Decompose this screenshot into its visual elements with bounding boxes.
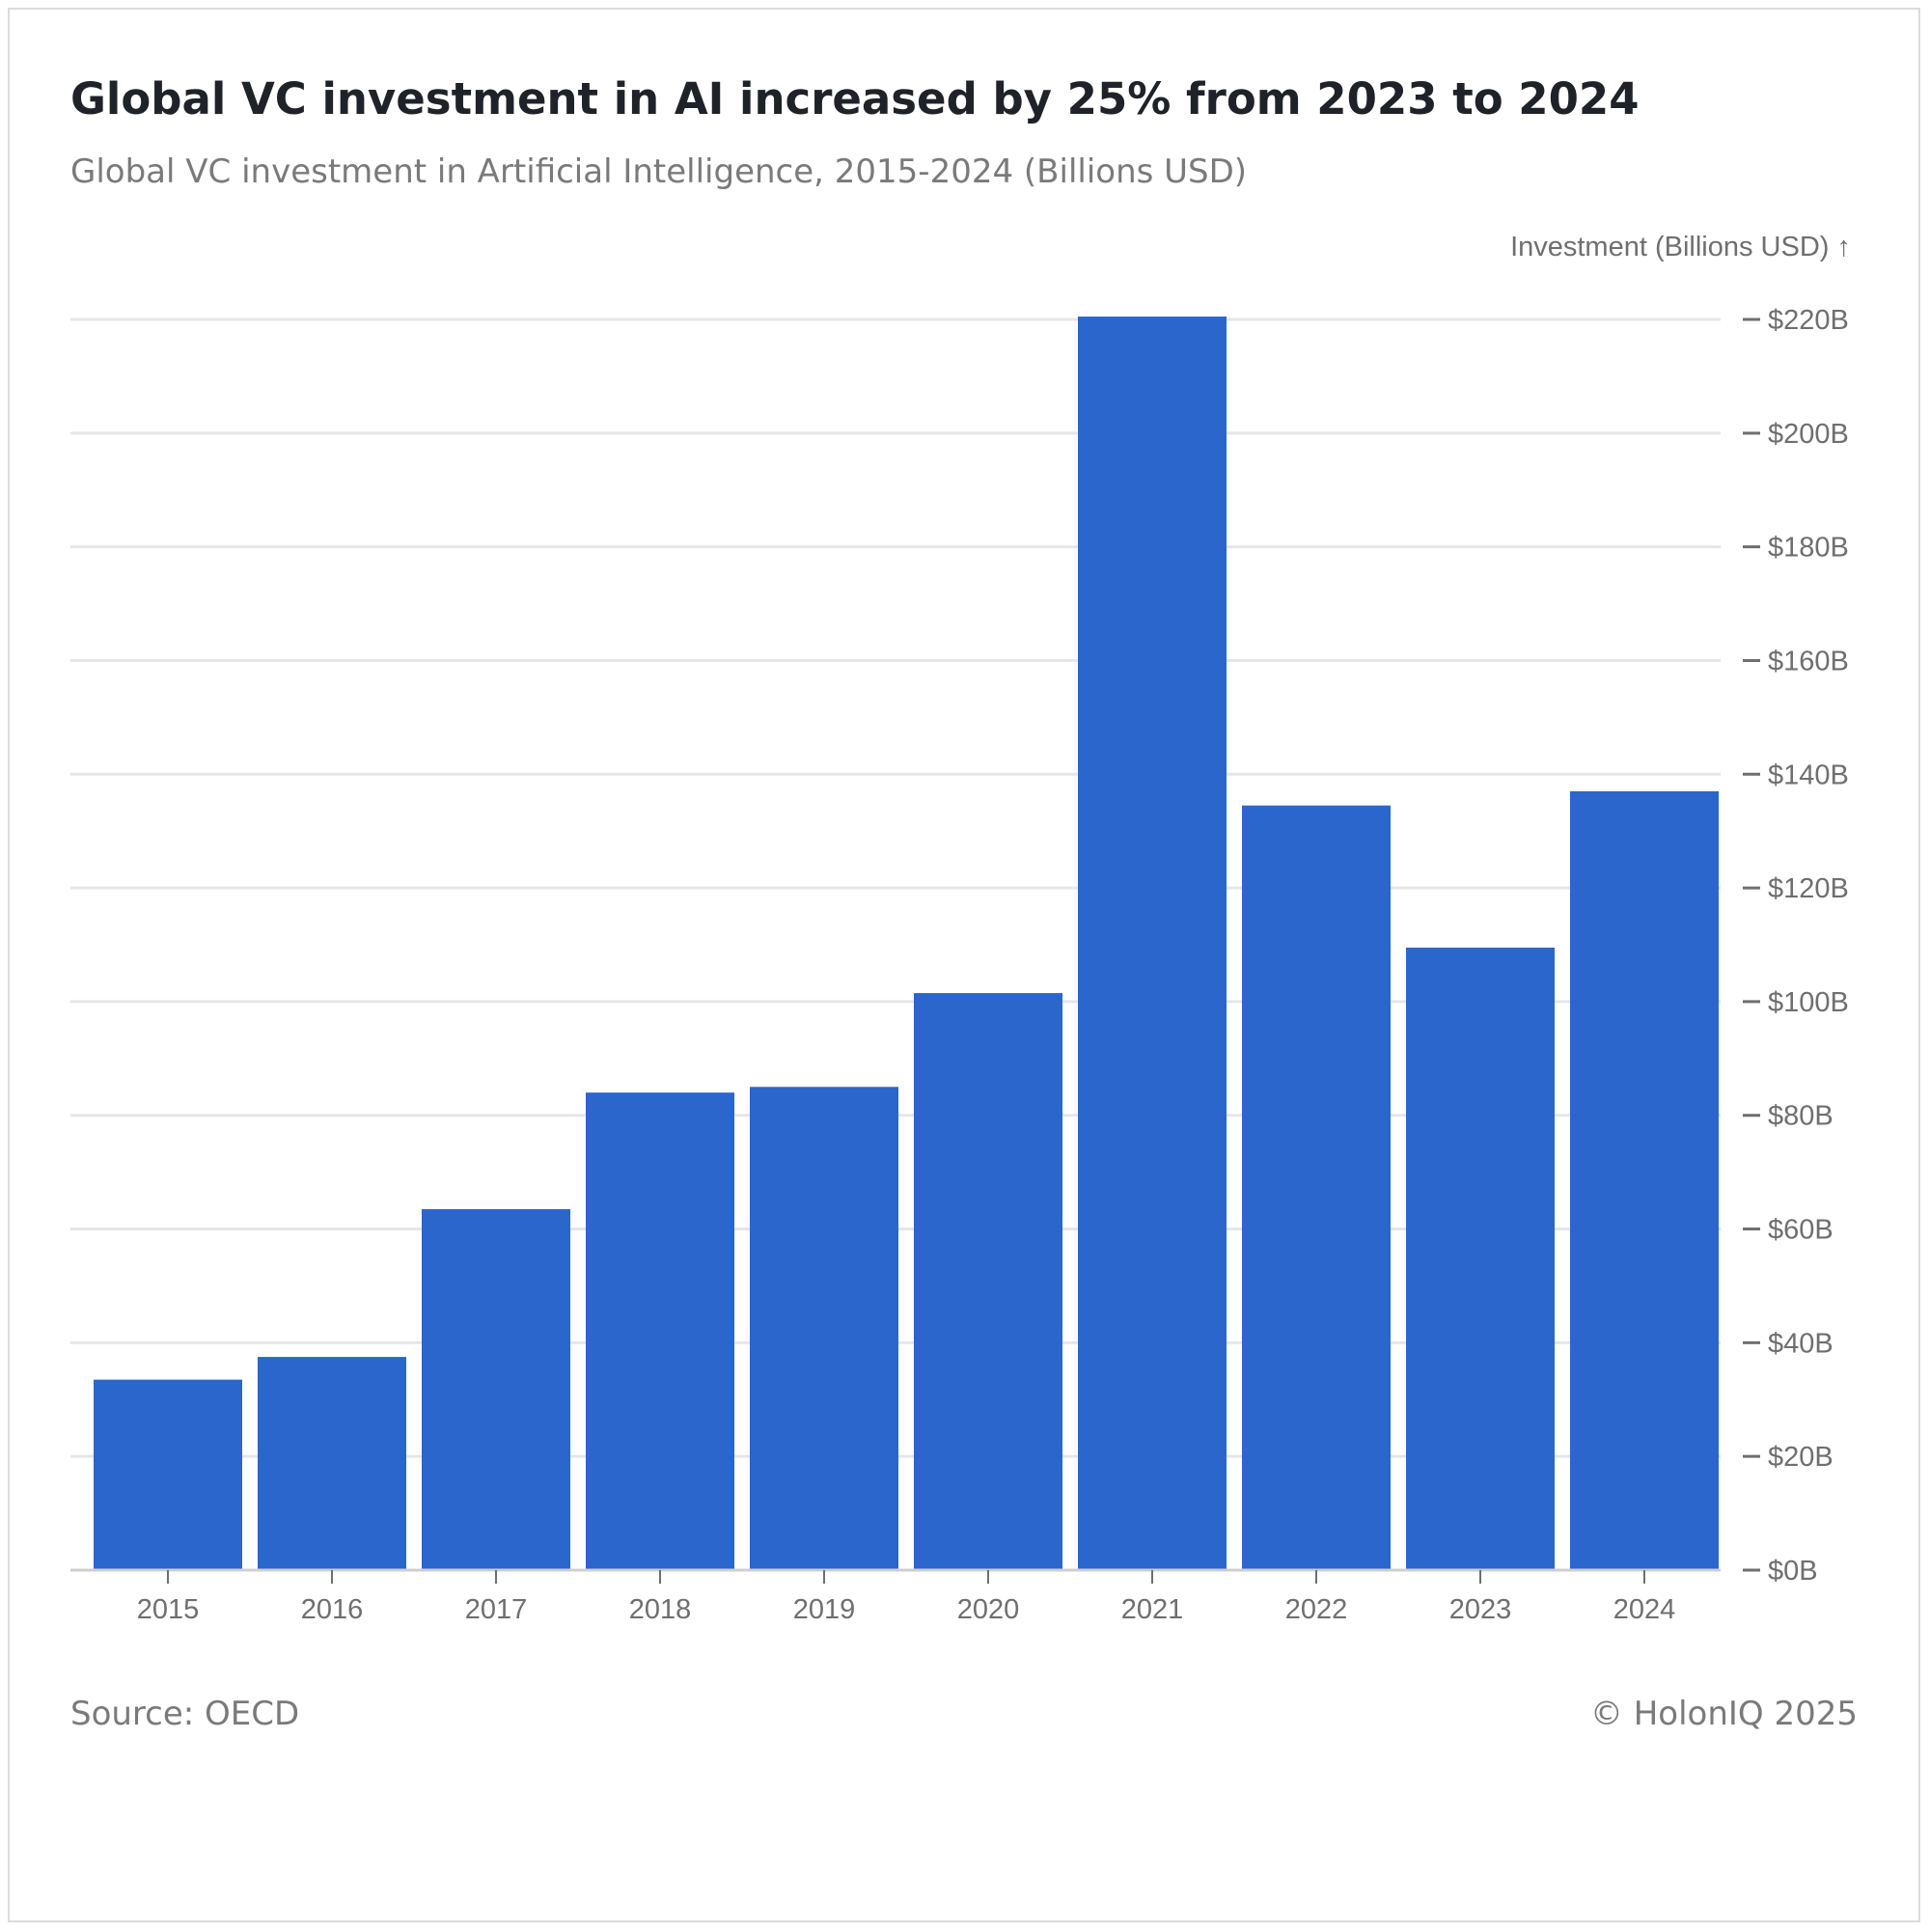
y-tick-label: $200B <box>1768 419 1849 450</box>
chart-title: Global VC investment in AI increased by … <box>70 73 1640 124</box>
y-tick-label: $140B <box>1768 759 1849 790</box>
copyright-note: © HolonIQ 2025 <box>1589 1695 1858 1733</box>
axes: $0B $20B $40B $60B $80B $100B $120B $140B $160B $… <box>70 305 1849 1625</box>
bar-2017 <box>422 1208 570 1570</box>
chart-subtitle: Global VC investment in Artificial Intel… <box>70 152 1248 191</box>
bar-2020 <box>914 993 1062 1570</box>
x-tick-label: 2016 <box>301 1594 364 1625</box>
bars <box>94 317 1719 1570</box>
y-tick-label: $120B <box>1768 873 1849 904</box>
bar-2018 <box>586 1092 734 1570</box>
x-tick-label: 2022 <box>1285 1594 1348 1625</box>
bar-2022 <box>1242 805 1391 1570</box>
bar-2016 <box>258 1357 406 1570</box>
x-tick-label: 2023 <box>1449 1594 1512 1625</box>
x-tick-label: 2020 <box>957 1594 1020 1625</box>
y-tick-label: $0B <box>1768 1556 1818 1587</box>
y-tick-label: $160B <box>1768 646 1849 676</box>
y-tick-label: $20B <box>1768 1442 1834 1473</box>
bar-2023 <box>1406 947 1555 1570</box>
y-tick-label: $180B <box>1768 533 1849 564</box>
x-tick-label: 2024 <box>1613 1594 1676 1625</box>
x-tick-label: 2019 <box>793 1594 856 1625</box>
y-axis-title: Investment (Billions USD) ↑ <box>1510 232 1851 262</box>
y-tick-label: $60B <box>1768 1215 1834 1246</box>
y-tick-label: $40B <box>1768 1328 1834 1359</box>
bar-2021 <box>1078 317 1227 1570</box>
y-tick-label: $220B <box>1768 305 1849 336</box>
y-tick-label: $80B <box>1768 1101 1834 1132</box>
bar-2019 <box>750 1087 898 1570</box>
bar-2015 <box>94 1379 242 1570</box>
source-note: Source: OECD <box>70 1695 300 1733</box>
y-tick-label: $100B <box>1768 987 1849 1018</box>
x-tick-label: 2017 <box>465 1594 528 1625</box>
x-tick-label: 2021 <box>1121 1594 1184 1625</box>
x-tick-label: 2018 <box>629 1594 692 1625</box>
x-tick-label: 2015 <box>137 1594 200 1625</box>
bar-2024 <box>1570 790 1719 1570</box>
